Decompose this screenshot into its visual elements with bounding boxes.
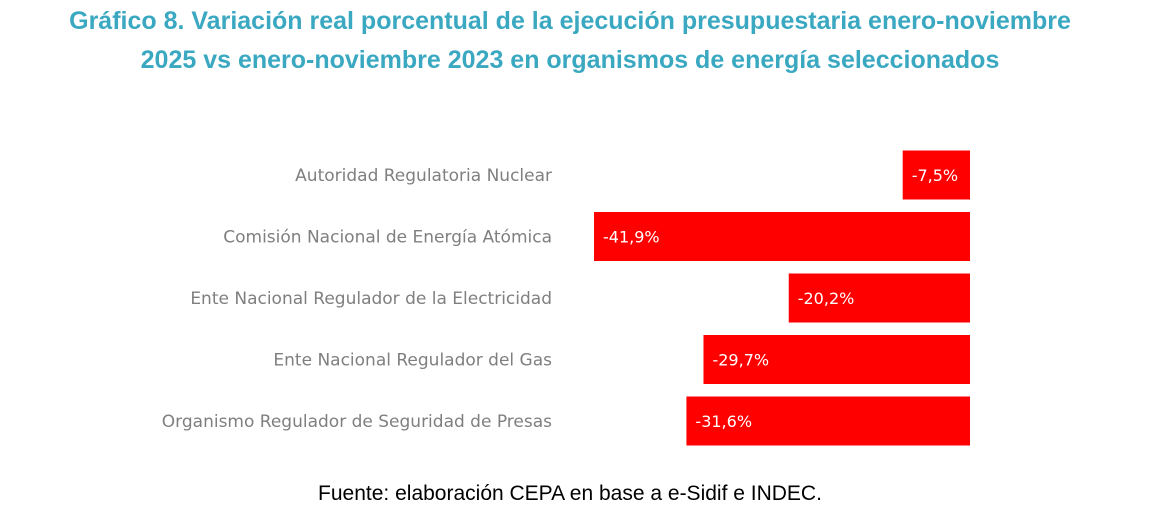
bar-5 xyxy=(686,396,970,446)
data-label-4: -29,7% xyxy=(712,351,769,370)
data-label-2: -41,9% xyxy=(603,228,660,247)
category-label-4: Ente Nacional Regulador del Gas xyxy=(273,351,552,371)
bar-2 xyxy=(594,212,970,261)
data-label-5: -31,6% xyxy=(695,412,752,431)
source-note: Fuente: elaboración CEPA en base a e-Sid… xyxy=(318,482,822,505)
category-label-2: Comisión Nacional de Energía Atómica xyxy=(223,228,552,248)
data-label-3: -20,2% xyxy=(798,289,855,308)
category-label-1: Autoridad Regulatoria Nuclear xyxy=(295,166,552,186)
chart-title: Gráfico 8. Variación real porcentual de … xyxy=(69,7,1071,74)
bar-1 xyxy=(902,150,970,200)
data-label-1: -7,5% xyxy=(912,166,958,185)
bar-chart: Autoridad Regulatoria Nuclear -7,5% Comisi… xyxy=(162,150,970,446)
category-label-5: Organismo Regulador de Seguridad de Pres… xyxy=(162,412,552,432)
bar-3 xyxy=(788,273,970,323)
category-label-3: Ente Nacional Regulador de la Electricid… xyxy=(190,289,552,309)
bar-4 xyxy=(703,335,970,384)
